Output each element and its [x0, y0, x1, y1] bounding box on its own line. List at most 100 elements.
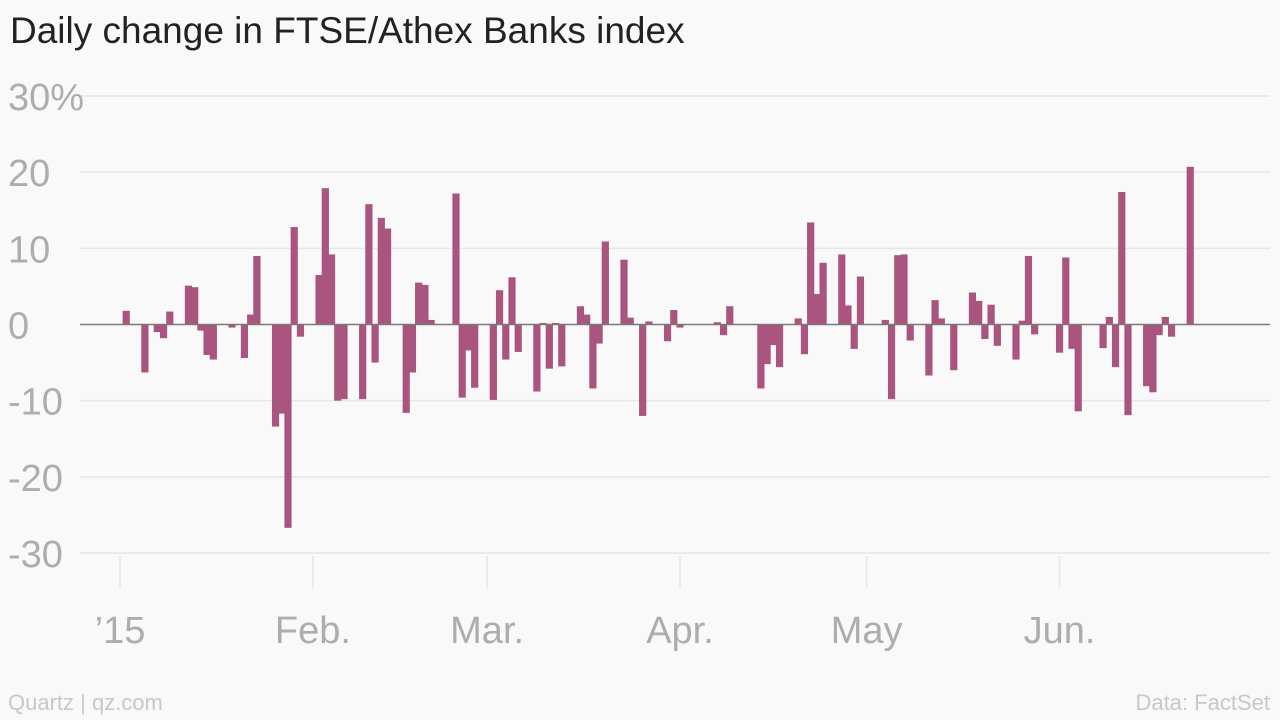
bar [166, 311, 174, 325]
bar [620, 259, 628, 325]
bar [278, 324, 286, 414]
bar [794, 318, 802, 325]
bar [1118, 191, 1126, 325]
bar [539, 322, 547, 325]
bar [508, 277, 516, 325]
footer-credit: Quartz | qz.com [8, 690, 163, 715]
bar [726, 306, 734, 325]
bar [925, 324, 933, 376]
bar [365, 204, 373, 325]
bar [1111, 324, 1120, 368]
bar [1024, 255, 1033, 325]
bar [819, 262, 827, 325]
bar [495, 290, 504, 325]
bar [427, 319, 435, 325]
bar [184, 285, 193, 325]
bar [315, 274, 323, 325]
bar [240, 324, 249, 359]
bar [887, 324, 896, 400]
bar [402, 324, 410, 413]
chart-title: Daily change in FTSE/Athex Banks index [10, 10, 685, 51]
bar [1186, 166, 1194, 325]
bar [719, 324, 728, 336]
bar [676, 324, 684, 328]
x-tick-label: Apr. [646, 610, 714, 652]
bar [1155, 324, 1163, 336]
bar [763, 324, 771, 365]
bar [203, 324, 211, 355]
bar [421, 284, 429, 325]
bar [377, 217, 385, 325]
bar [1167, 324, 1176, 337]
bar [595, 324, 603, 344]
bar [583, 314, 591, 325]
bar [757, 324, 765, 389]
bar [253, 255, 261, 325]
footer-source: Data: FactSet [1135, 690, 1270, 715]
bar [807, 222, 815, 325]
bar [122, 310, 130, 325]
bar [844, 305, 852, 325]
bar [247, 314, 255, 325]
x-tick-label: ’15 [95, 610, 146, 652]
bar [906, 324, 914, 341]
axes: 30% 20 10 0 -10 -20 -30 ’15 Feb. Mar. Apr. May Jun. [8, 77, 1270, 652]
bars [122, 166, 1194, 528]
x-tick-label: Feb. [275, 610, 351, 652]
bar [950, 324, 958, 371]
bar [514, 324, 522, 352]
bar [321, 188, 329, 325]
bar [850, 324, 858, 349]
bar [881, 319, 889, 325]
bar [153, 324, 161, 333]
bar [359, 324, 367, 400]
bar [533, 324, 541, 392]
bar [1012, 324, 1020, 360]
bar [159, 324, 168, 339]
bar [589, 324, 597, 389]
bar [191, 287, 199, 325]
bar [931, 300, 939, 325]
bar [639, 324, 647, 416]
y-tick-label: -10 [8, 382, 63, 424]
y-tick-label: -30 [8, 534, 63, 576]
y-tick-label: 10 [8, 229, 50, 271]
bar [1105, 316, 1113, 325]
bar [987, 304, 995, 325]
bar [545, 324, 553, 369]
bar [452, 193, 460, 325]
bar [968, 292, 977, 325]
bar [775, 324, 784, 368]
bar [1068, 324, 1076, 349]
y-tick-label: 0 [8, 306, 29, 348]
bar [645, 321, 653, 325]
bar [290, 227, 298, 325]
bar [471, 324, 479, 388]
bar [937, 318, 945, 325]
x-tick-label: Jun. [1024, 610, 1096, 652]
bar [626, 317, 634, 325]
bar [209, 324, 217, 360]
bar [663, 324, 672, 342]
bar [900, 254, 908, 325]
bar [601, 241, 609, 325]
bar [558, 324, 566, 367]
bar [1161, 316, 1169, 325]
bar [769, 324, 777, 346]
bar [228, 324, 236, 328]
bar [1031, 324, 1039, 335]
bar [489, 324, 497, 400]
bar [1074, 324, 1082, 412]
bar [1124, 324, 1132, 416]
bar [1018, 320, 1026, 325]
bar [296, 324, 305, 337]
bar [271, 324, 280, 427]
x-tick-label: Mar. [450, 610, 524, 652]
bar [284, 324, 292, 528]
bar [981, 324, 989, 339]
bar [993, 324, 1001, 346]
bar [894, 255, 902, 325]
bar [458, 324, 466, 398]
bar [1149, 324, 1157, 393]
bar [813, 294, 821, 325]
